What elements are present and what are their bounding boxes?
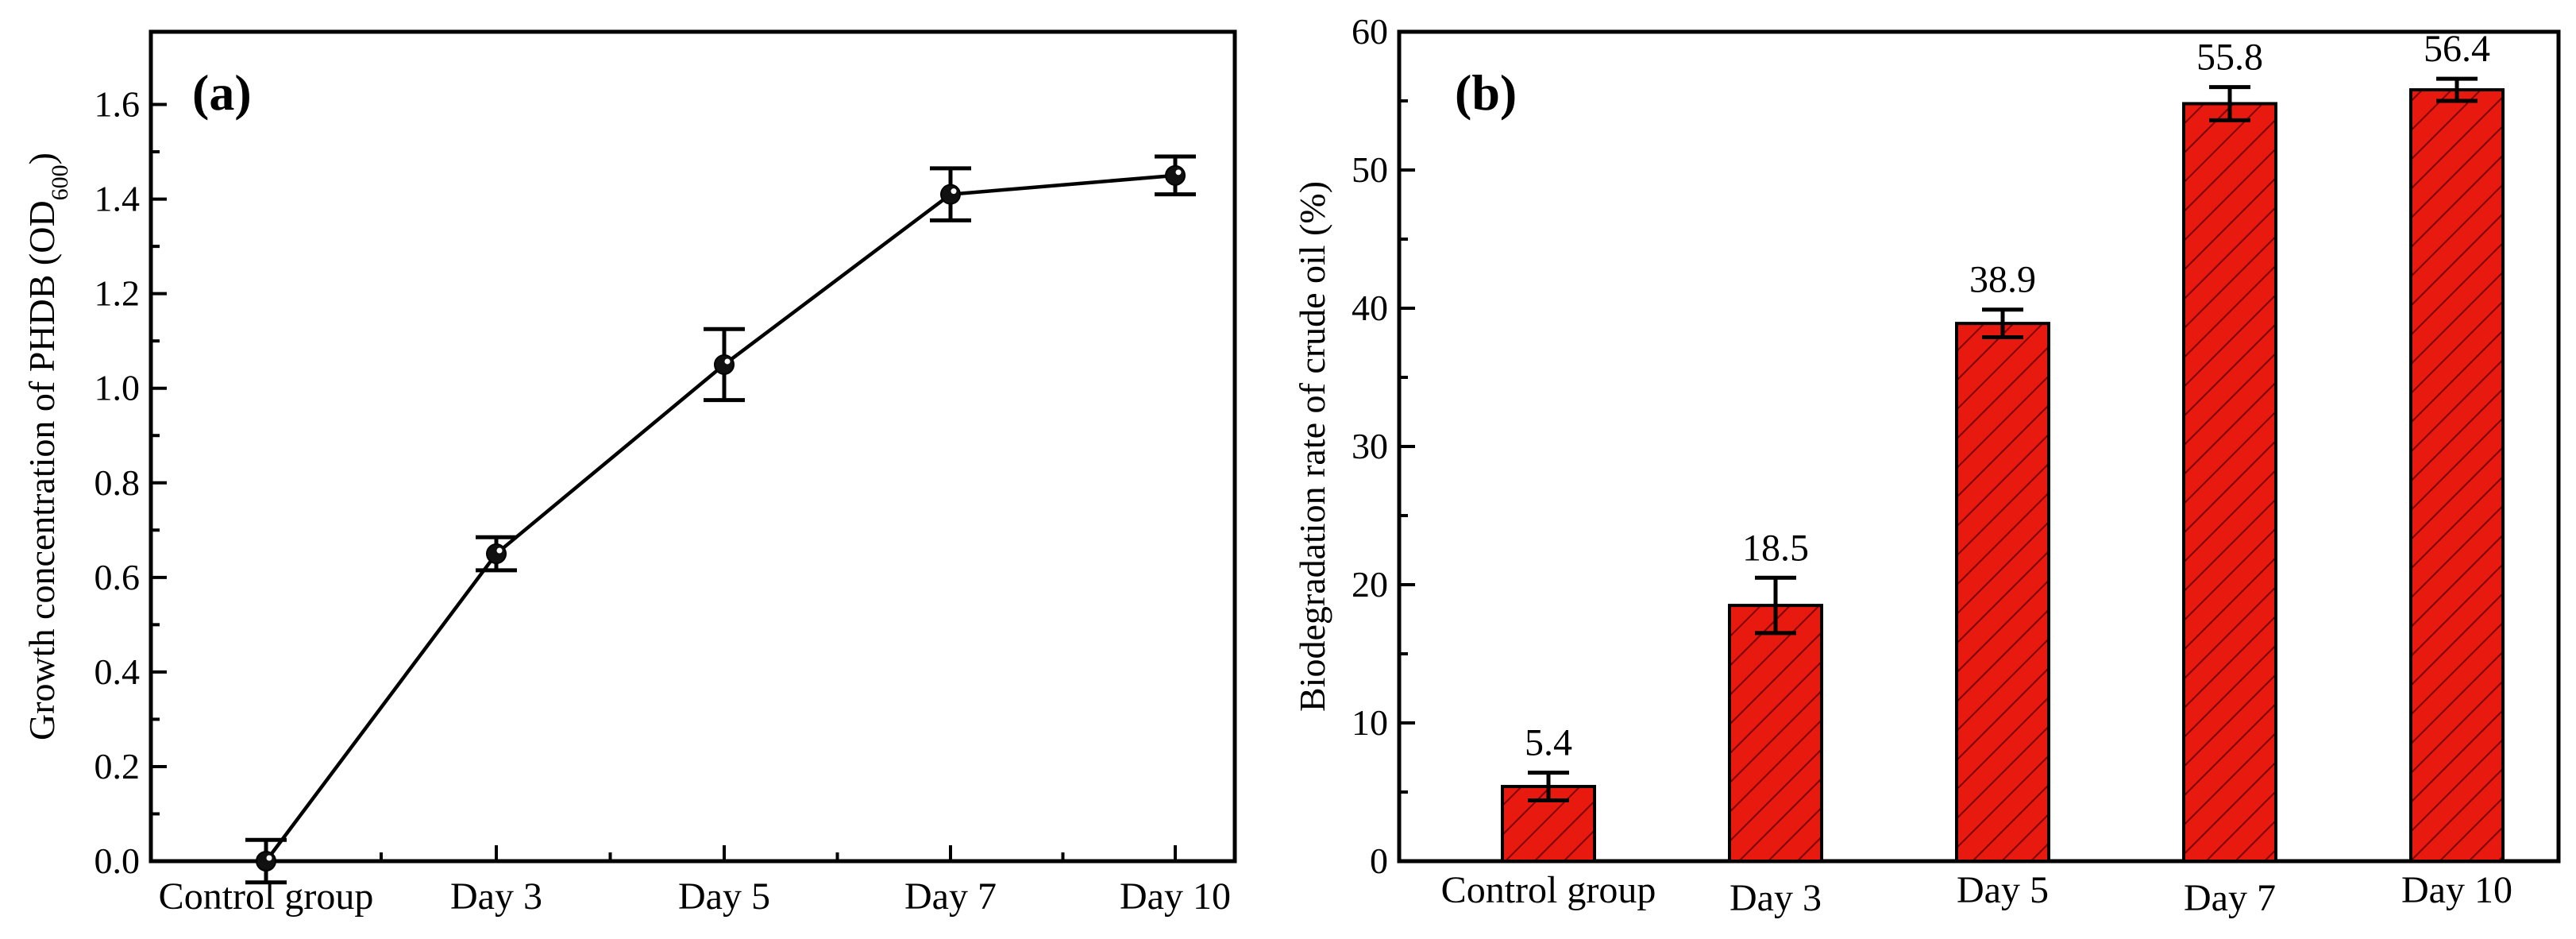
panel-a-y-tick-label: 1.4: [94, 179, 141, 219]
panel-b-bar: [2409, 88, 2505, 863]
panel-b-y-axis-title: Biodegradation rate of crude oil (%): [1292, 181, 1332, 712]
panel-b-y-tick-label: 40: [1352, 288, 1388, 328]
panel-b-bar: [1728, 604, 1823, 863]
panel-a-data-point-highlight: [266, 855, 272, 861]
panel-a-y-tick-label: 0.2: [94, 746, 141, 786]
panel-a-x-tick-label: Day 10: [1120, 875, 1231, 918]
panel-a-plot-frame: [148, 29, 1237, 864]
panel-a-y-tick-label: 0.8: [94, 462, 141, 503]
panel-a-y-axis-title: Growth concentration of PHDB (OD600): [21, 153, 73, 740]
panel-b-bar: [1955, 322, 2050, 863]
panel-a-y-axis-title-subscript: 600: [47, 164, 73, 200]
panel-b-y-axis: 0 10 20 30 40 50 60: [1352, 11, 1415, 881]
panel-b-x-tick-label: Day 10: [2401, 869, 2512, 911]
panel-b-y-tick-label: 60: [1352, 11, 1388, 52]
panel-a-series-line: [264, 173, 1176, 863]
panel-b-data-label: 18.5: [1742, 527, 1809, 569]
panel-a-y-axis-title-end: ): [21, 153, 62, 164]
panel-a-line-chart: 0.00.20.40.60.81.01.21.41.6 Control grou…: [21, 29, 1237, 918]
panel-a-data-point: [1165, 164, 1186, 186]
panel-a-y-tick-label: 0.4: [94, 651, 141, 692]
panel-a-y-tick-label: 0.6: [94, 557, 141, 597]
panel-b-series: 5.4 18.5 38.9 55.8 56.4: [1501, 28, 2505, 864]
panel-a-data-point-highlight: [951, 188, 957, 195]
panel-a-data-point: [486, 543, 507, 565]
panel-a-data-point: [714, 354, 735, 375]
panel-a-series: [245, 154, 1196, 885]
panel-b-x-tick-label: Control group: [1441, 869, 1656, 911]
panel-a-y-tick-label: 1.6: [94, 84, 141, 125]
panel-b-y-tick-label: 10: [1352, 702, 1388, 743]
panel-b-x-tick-label: Day 7: [2184, 877, 2276, 919]
panel-b-y-tick-label: 30: [1352, 426, 1388, 466]
panel-b-data-label: 5.4: [1525, 722, 1572, 764]
panel-a-x-tick-label: Day 3: [450, 875, 542, 918]
panel-a-data-point: [940, 184, 961, 205]
panel-a-data-point: [256, 851, 276, 871]
panel-b-data-label: 56.4: [2424, 28, 2490, 70]
panel-b-bar-chart: 0 10 20 30 40 50 60 Control group Day 3 Day 5 Day…: [1292, 11, 2561, 919]
panel-b-bar: [2182, 102, 2277, 864]
panel-b-x-tick-label: Day 5: [1957, 869, 2049, 911]
panel-b-x-axis: Control group Day 3 Day 5 Day 7 Day 10: [1441, 845, 2512, 919]
panel-b-label: (b): [1455, 64, 1517, 121]
panel-a-data-point-highlight: [1175, 169, 1182, 176]
panel-a-y-tick-label: 1.2: [94, 273, 141, 314]
panel-a-y-tick-label: 1.0: [94, 368, 141, 408]
panel-a-label: (a): [192, 64, 252, 121]
panel-b-x-tick-label: Day 3: [1730, 877, 1822, 919]
panel-a-x-tick-label: Day 7: [904, 875, 997, 918]
panel-b-y-tick-label: 50: [1352, 149, 1388, 190]
panel-a-y-tick-label: 0.0: [94, 840, 141, 881]
panel-b-data-label: 38.9: [1969, 259, 2036, 301]
panel-a-y-axis-title-main: Growth concentration of PHDB (OD: [21, 200, 62, 740]
panel-b-y-tick-label: 20: [1352, 564, 1388, 605]
panel-a-y-axis: 0.0 0.2 0.4 0.6 0.8 1.0 1.2 1.4 1.6: [94, 84, 167, 881]
panel-a-data-point-highlight: [496, 547, 503, 554]
panel-a-data-point-highlight: [724, 358, 731, 365]
panel-a-x-tick-label: Day 5: [678, 875, 770, 918]
panel-a-x-axis: Control group Day 3 Day 5 Day 7 Day 10: [159, 845, 1231, 918]
panel-b-data-label: 55.8: [2196, 37, 2263, 79]
panel-b-y-tick-label: 0: [1370, 840, 1388, 881]
